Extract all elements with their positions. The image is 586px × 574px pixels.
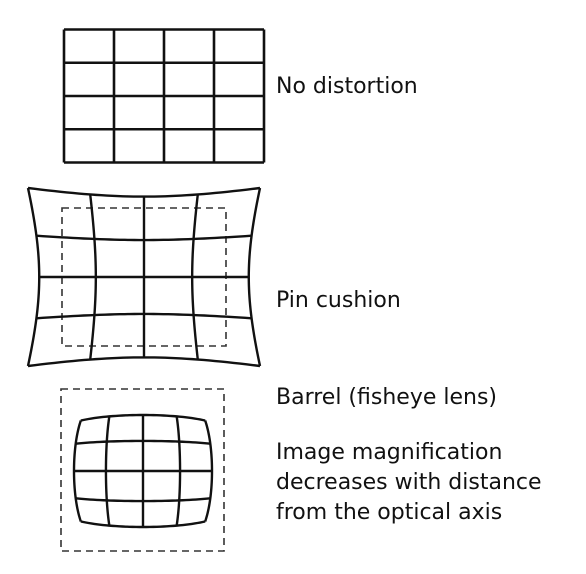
pin-cushion-grid-horizontal-line — [36, 312, 252, 320]
pin-cushion-label: Pin cushion — [276, 288, 401, 313]
pin-cushion-grid-horizontal-line — [27, 356, 261, 368]
pin-cushion-grid-vertical-line — [26, 187, 41, 367]
barrel-grid-horizontal-line — [80, 413, 206, 422]
barrel-label: Barrel (fisheye lens) — [276, 385, 497, 410]
barrel-grid-horizontal-line — [75, 497, 211, 503]
barrel-grid — [60, 388, 225, 552]
magnification-note-line-2: decreases with distance — [276, 470, 542, 495]
magnification-note-line-3: from the optical axis — [276, 500, 503, 525]
pin-cushion-grid-horizontal-line — [27, 186, 261, 198]
barrel-reference-outline — [60, 388, 225, 552]
magnification-note: Image magnification decreases with dista… — [276, 438, 542, 528]
pin-cushion-grid — [26, 186, 262, 368]
no-distortion-label: No distortion — [276, 74, 418, 99]
magnification-note-line-1: Image magnification — [276, 440, 503, 465]
no-distortion-grid — [62, 28, 266, 164]
barrel-grid-horizontal-line — [75, 439, 211, 445]
barrel-grid-horizontal-line — [80, 520, 206, 529]
pin-cushion-grid-horizontal-line — [36, 234, 252, 242]
pin-cushion-grid-vertical-line — [247, 187, 262, 367]
